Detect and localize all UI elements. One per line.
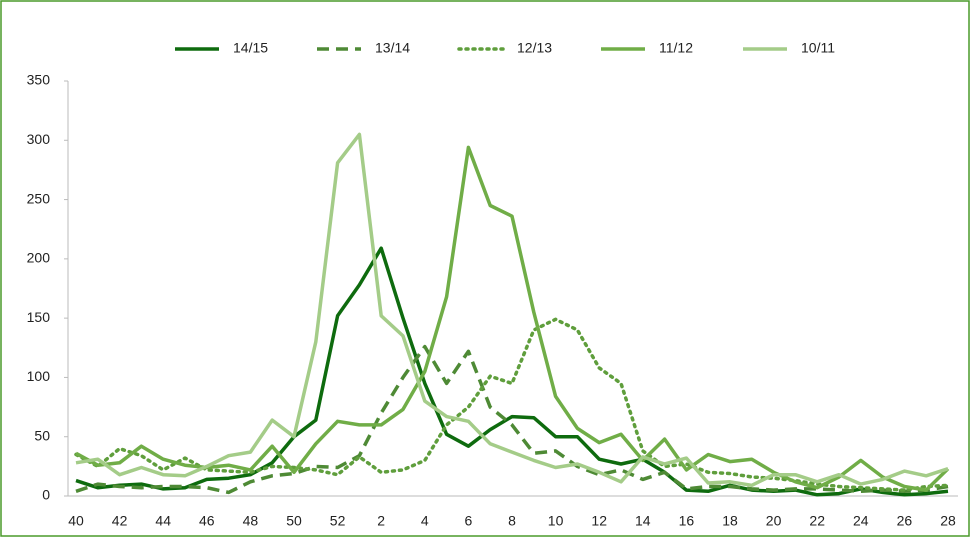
x-tick-label: 18 [722,513,738,529]
series-line [75,246,949,497]
legend-label: 11/12 [659,40,693,56]
x-tick-label: 20 [766,513,782,529]
series-line [75,344,949,495]
legend-label: 13/14 [375,40,410,56]
x-tick-label: 48 [243,513,259,529]
x-tick-label: 28 [940,513,956,529]
y-tick-label: 350 [27,72,51,88]
y-tick-label: 150 [27,309,51,325]
x-tick-label: 46 [199,513,215,529]
y-tick-label: 0 [42,487,50,503]
x-tick-label: 24 [853,513,869,529]
x-tick-label: 8 [508,513,516,529]
series-line [75,132,949,488]
x-tick-label: 16 [679,513,695,529]
y-tick-label: 50 [34,427,50,443]
legend-label: 12/13 [517,40,552,56]
x-tick-label: 14 [635,513,651,529]
x-tick-label: 26 [897,513,913,529]
x-tick-label: 22 [809,513,825,529]
x-tick-label: 2 [377,513,385,529]
y-tick-label: 200 [27,250,51,266]
legend-label: 10/11 [801,40,835,56]
x-tick-label: 10 [548,513,564,529]
series-line [75,145,950,492]
x-tick-label: 44 [155,513,171,529]
y-tick-label: 250 [27,190,51,206]
y-tick-label: 100 [27,368,51,384]
y-tick-label: 300 [27,131,51,147]
legend-label: 14/15 [233,40,268,56]
x-tick-label: 6 [465,513,473,529]
x-tick-label: 42 [112,513,128,529]
series-line [74,317,950,492]
x-tick-label: 12 [591,513,607,529]
x-tick-label: 52 [330,513,346,529]
x-tick-label: 4 [421,513,429,529]
x-tick-label: 40 [68,513,84,529]
x-tick-label: 50 [286,513,302,529]
